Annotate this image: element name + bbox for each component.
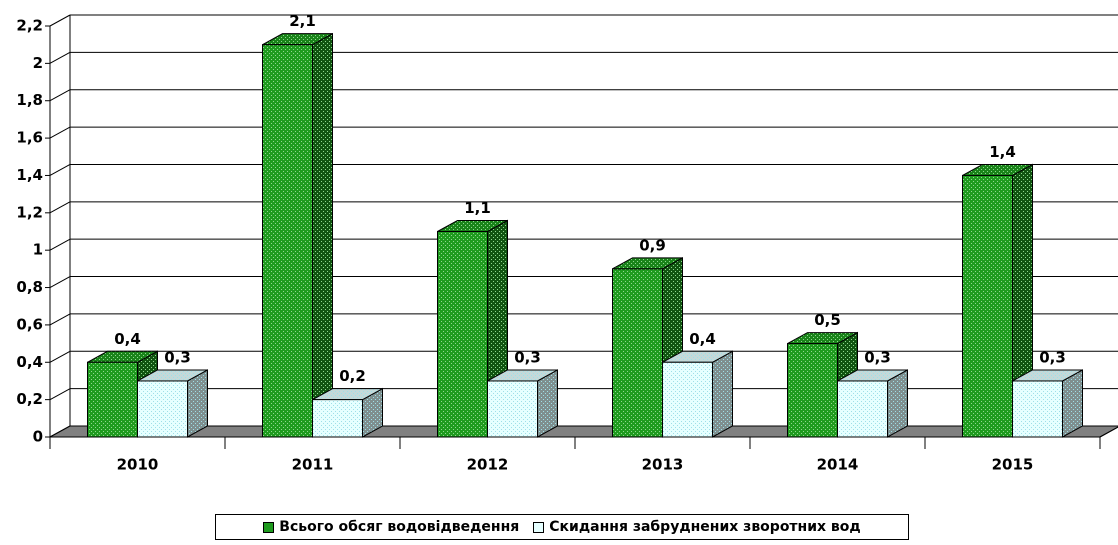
- bar-side: [537, 369, 558, 438]
- x-tick-label: 2015: [992, 456, 1034, 474]
- bar-side: [887, 369, 908, 438]
- y-tick-label: 0,4: [16, 353, 43, 371]
- legend-item: Скидання забруднених зворотних вод: [533, 519, 861, 535]
- y-tick-label: 1,6: [16, 129, 43, 147]
- y-tick-label: 0,2: [16, 390, 43, 408]
- grid-side: [49, 313, 71, 326]
- y-tick-label: 2,2: [16, 17, 43, 35]
- data-label: 0,3: [164, 348, 191, 366]
- grid-side: [49, 51, 71, 64]
- data-label: 1,1: [464, 199, 491, 217]
- bar-front: [262, 44, 313, 438]
- bar-front: [612, 268, 663, 438]
- y-tick-label: 0,8: [16, 278, 43, 296]
- data-label: 0,4: [114, 330, 141, 348]
- y-tick-label: 1,2: [16, 203, 43, 221]
- back-wall: [70, 14, 1118, 16]
- y-tick-label: 0: [33, 428, 43, 446]
- grid-side: [49, 238, 71, 251]
- bar: [312, 387, 383, 438]
- grid-side: [49, 14, 71, 27]
- x-tick-label: 2010: [117, 456, 159, 474]
- bar: [137, 369, 208, 438]
- y-tick-label: 2: [33, 54, 43, 72]
- bar-front: [312, 399, 363, 438]
- x-tick-label: 2013: [642, 456, 684, 474]
- y-tick-label: 1,4: [16, 166, 43, 184]
- bar-side: [712, 350, 733, 438]
- data-label: 2,1: [289, 12, 316, 30]
- bar-front: [837, 380, 888, 438]
- floor: [49, 425, 1118, 438]
- legend: Всього обсяг водовідведення Скидання забр…: [215, 514, 909, 540]
- legend-label: Скидання забруднених зворотних вод: [549, 519, 861, 535]
- x-tick-label: 2014: [817, 456, 859, 474]
- data-label: 0,3: [1039, 348, 1066, 366]
- bar: [262, 32, 333, 438]
- y-tick-label: 0,6: [16, 315, 43, 333]
- bar: [487, 369, 558, 438]
- data-label: 0,3: [514, 348, 541, 366]
- chart: 0 0,2 0,4 0,6 0,8 1 1,2 1,4 1,6 1,8 2 2,2 2010 0,4 0,3…: [16, 12, 1118, 474]
- data-label: 1,4: [989, 143, 1016, 161]
- data-label: 0,9: [639, 236, 666, 254]
- grid-side: [49, 350, 71, 363]
- bar-front: [437, 231, 488, 438]
- y-tick-label: 1,8: [16, 91, 43, 109]
- grid-side: [49, 164, 71, 176]
- bar: [962, 163, 1033, 438]
- bar-side: [312, 32, 333, 438]
- data-label: 0,3: [864, 348, 891, 366]
- legend-swatch: [533, 521, 545, 533]
- bar-front: [787, 343, 838, 438]
- y-tick-label: 1: [33, 241, 43, 259]
- grid-side: [49, 276, 71, 288]
- legend-item: Всього обсяг водовідведення: [263, 519, 519, 535]
- legend-label: Всього обсяг водовідведення: [279, 519, 520, 535]
- grid-side: [49, 201, 71, 214]
- data-label: 0,4: [689, 330, 716, 348]
- bar: [837, 369, 908, 438]
- x-tick-label: 2011: [292, 456, 334, 474]
- bar-front: [87, 361, 138, 438]
- bar-side: [1062, 369, 1083, 438]
- x-tick-label: 2012: [467, 456, 509, 474]
- data-label: 0,2: [339, 367, 366, 385]
- bar: [1012, 369, 1083, 438]
- grid-side: [49, 126, 71, 139]
- bar-front: [487, 380, 538, 438]
- bar-front: [1012, 380, 1063, 438]
- data-label: 0,5: [814, 311, 841, 329]
- x-axis-end: [1099, 426, 1118, 438]
- grid-side: [49, 388, 71, 401]
- bar-side: [187, 369, 208, 438]
- bar: [662, 350, 733, 438]
- grid-side: [49, 89, 71, 102]
- bar-front: [662, 361, 713, 438]
- legend-swatch: [263, 521, 275, 533]
- bar-front: [137, 380, 188, 438]
- bar-front: [962, 174, 1013, 438]
